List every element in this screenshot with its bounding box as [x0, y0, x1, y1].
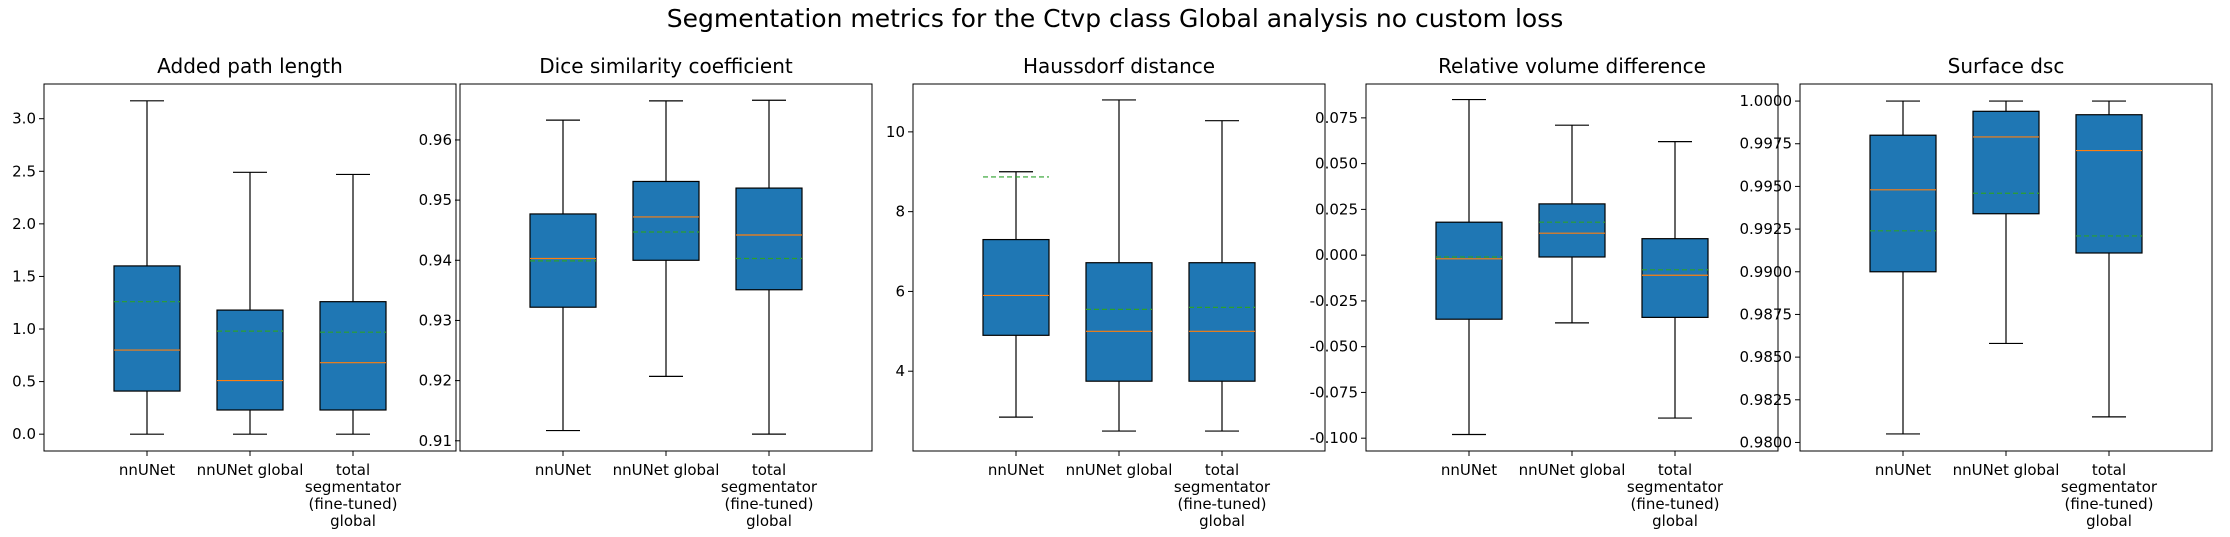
y-tick-label: 0.9900 — [1740, 263, 1793, 281]
subplot-title: Dice similarity coefficient — [539, 54, 793, 78]
x-tick-label: total segmentator (fine-tuned) global — [721, 461, 818, 530]
subplot-title: Relative volume difference — [1438, 54, 1706, 78]
subplot-title: Haussdorf distance — [1023, 54, 1215, 78]
y-tick-label: -0.100 — [1310, 429, 1358, 447]
box — [319, 301, 387, 411]
y-tick-label: 0.5 — [12, 373, 36, 391]
y-tick-label: 1.0000 — [1740, 92, 1793, 110]
x-tick-label: nnUNet — [119, 461, 175, 479]
y-tick-label: 2.5 — [12, 162, 36, 180]
box — [1085, 262, 1153, 382]
figure-title: Segmentation metrics for the Ctvp class … — [666, 4, 1564, 33]
x-tick-label: total segmentator (fine-tuned) global — [2061, 461, 2158, 530]
axes-frame — [459, 83, 873, 452]
y-tick-label: 10 — [886, 123, 905, 141]
box — [1869, 134, 1937, 273]
y-tick-label: 0.025 — [1315, 200, 1358, 218]
x-tick-label: nnUNet — [1875, 461, 1931, 479]
y-tick-label: 2.0 — [12, 215, 36, 233]
x-tick-label: nnUNet global — [1066, 461, 1173, 479]
y-tick-label: 0.0 — [12, 425, 36, 443]
y-tick-label: 1.5 — [12, 267, 36, 285]
box — [1972, 110, 2040, 215]
box — [632, 180, 700, 261]
x-tick-label: nnUNet global — [613, 461, 720, 479]
y-tick-label: 3.0 — [12, 110, 36, 128]
y-tick-label: 0.9950 — [1740, 177, 1793, 195]
y-tick-label: 0.050 — [1315, 155, 1358, 173]
y-tick-label: -0.050 — [1310, 338, 1358, 356]
y-tick-label: 0.9925 — [1740, 220, 1793, 238]
box — [982, 238, 1050, 336]
y-tick-label: 0.93 — [419, 311, 452, 329]
x-tick-label: nnUNet global — [1953, 461, 2060, 479]
subplot-title: Surface dsc — [1948, 54, 2065, 78]
y-tick-label: 0.9875 — [1740, 305, 1793, 323]
y-tick-label: 0.9850 — [1740, 348, 1793, 366]
x-tick-label: nnUNet global — [1519, 461, 1626, 479]
y-tick-label: -0.075 — [1310, 383, 1358, 401]
box — [1538, 203, 1606, 258]
y-tick-label: 0.075 — [1315, 109, 1358, 127]
y-tick-label: 6 — [895, 282, 905, 300]
y-tick-label: 0.94 — [419, 251, 452, 269]
box — [113, 265, 181, 392]
box — [1188, 262, 1256, 382]
box — [2075, 114, 2143, 254]
y-tick-label: 0.92 — [419, 372, 452, 390]
axes-frame — [43, 83, 457, 452]
x-tick-label: nnUNet — [1441, 461, 1497, 479]
axes-frame — [912, 83, 1326, 452]
x-tick-label: total segmentator (fine-tuned) global — [1174, 461, 1271, 530]
y-tick-label: 0.91 — [419, 432, 452, 450]
x-tick-label: nnUNet — [535, 461, 591, 479]
axes-frame — [1365, 83, 1779, 452]
y-tick-label: 1.0 — [12, 320, 36, 338]
subplot-title: Added path length — [157, 54, 343, 78]
y-tick-label: 4 — [895, 362, 905, 380]
y-tick-label: 0.9825 — [1740, 391, 1793, 409]
y-tick-label: 0.9975 — [1740, 135, 1793, 153]
y-tick-label: 0.95 — [419, 191, 452, 209]
box — [1641, 238, 1709, 318]
x-tick-label: nnUNet global — [197, 461, 304, 479]
y-tick-label: 0.96 — [419, 131, 452, 149]
y-tick-label: -0.025 — [1310, 292, 1358, 310]
x-tick-label: nnUNet — [988, 461, 1044, 479]
x-tick-label: total segmentator (fine-tuned) global — [305, 461, 402, 530]
y-tick-label: 0.9800 — [1740, 433, 1793, 451]
y-tick-label: 0.000 — [1315, 246, 1358, 264]
box — [735, 187, 803, 291]
y-tick-label: 8 — [895, 203, 905, 221]
x-tick-label: total segmentator (fine-tuned) global — [1627, 461, 1724, 530]
axes-frame — [1799, 83, 2213, 452]
box — [1435, 221, 1503, 320]
box — [216, 309, 284, 411]
